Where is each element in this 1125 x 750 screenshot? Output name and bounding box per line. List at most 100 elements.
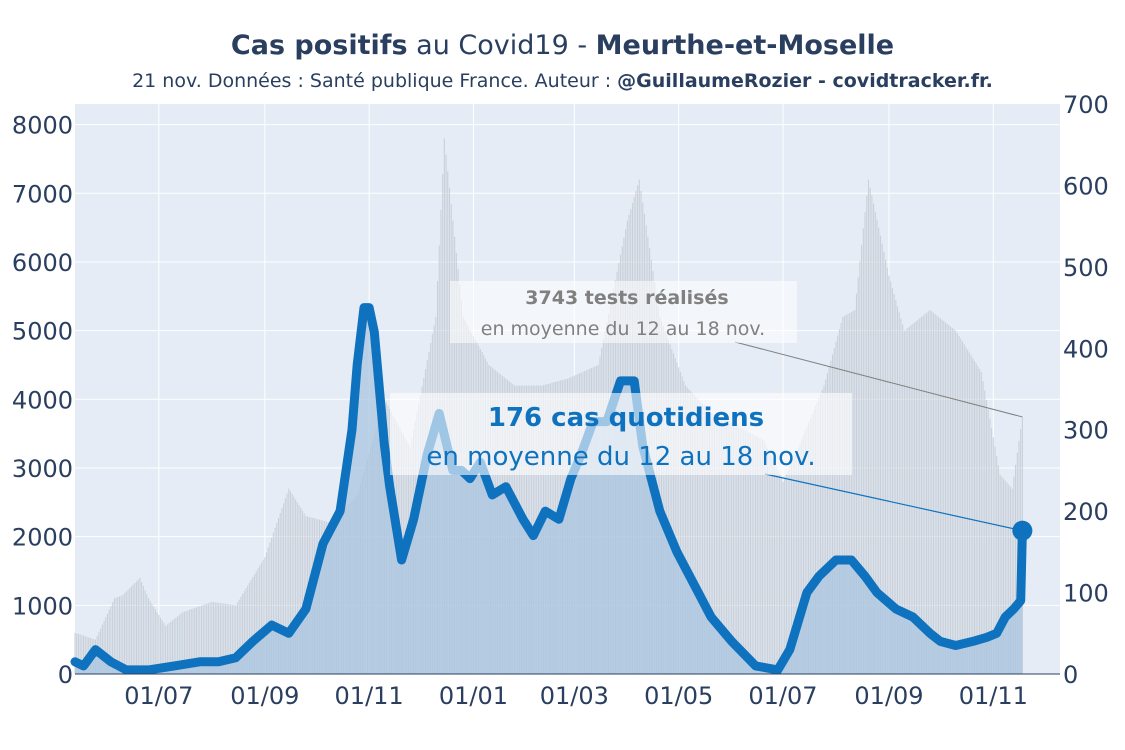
tests-bar <box>895 300 897 674</box>
tests-bar <box>907 327 909 674</box>
tests-annotation-period: en moyenne du 12 au 18 nov. <box>481 318 765 340</box>
chart-title: Cas positifs au Covid19 - Meurthe-et-Mos… <box>0 30 1125 61</box>
tests-bar <box>732 424 734 674</box>
tests-bar <box>260 562 262 674</box>
tests-bar <box>828 366 830 674</box>
tests-bar <box>849 312 851 674</box>
tests-bar <box>147 598 150 674</box>
tests-bar <box>173 619 175 674</box>
tests-bar <box>134 583 136 674</box>
tests-bar <box>177 616 179 674</box>
tests-bar <box>712 413 714 674</box>
tests-bar <box>866 195 868 674</box>
tests-bar <box>118 596 121 674</box>
tests-bar <box>209 602 211 674</box>
tests-bar <box>943 321 945 674</box>
tests-bar <box>182 612 184 674</box>
y-right-tick-label: 600 <box>1063 172 1109 200</box>
tests-bar <box>192 608 194 674</box>
tests-bar <box>168 623 170 674</box>
tests-bar <box>678 367 680 674</box>
tests-bar <box>281 508 283 674</box>
tests-bar <box>710 413 712 674</box>
tests-bar <box>838 329 840 674</box>
tests-bar <box>1003 478 1005 674</box>
tests-annotation-box <box>450 281 797 343</box>
tests-bar <box>797 447 799 674</box>
tests-bar <box>1013 476 1015 674</box>
tests-bar <box>175 617 177 674</box>
tests-bar <box>702 403 704 674</box>
tests-bar <box>298 505 300 674</box>
tests-bar <box>265 552 268 674</box>
tests-bar <box>683 380 685 674</box>
tests-bar <box>700 402 702 674</box>
tests-bar <box>194 607 196 674</box>
tests-bar <box>867 179 870 674</box>
tests-bar <box>953 329 955 674</box>
tests-bar <box>784 477 786 674</box>
x-tick-label: 01/07 <box>124 682 193 710</box>
y-left-tick-label: 1000 <box>12 592 73 620</box>
tests-bar <box>1014 464 1017 674</box>
tests-bar <box>890 281 892 674</box>
tests-bar <box>301 510 303 674</box>
tests-bar <box>124 593 126 674</box>
tests-bar <box>859 261 861 674</box>
tests-bar <box>915 321 917 674</box>
tests-bar <box>252 577 254 674</box>
tests-bar <box>820 393 822 674</box>
tests-bar <box>944 322 946 674</box>
tests-bar <box>221 603 223 674</box>
tests-bar <box>707 409 709 674</box>
tests-bar <box>693 394 695 674</box>
chart-subtitle: 21 nov. Données : Santé publique France.… <box>0 70 1125 92</box>
tests-bar <box>927 311 929 674</box>
tests-bar <box>106 613 109 674</box>
tests-bar <box>717 416 719 674</box>
tests-bar <box>823 385 825 674</box>
tests-bar <box>1004 480 1006 674</box>
tests-bar <box>254 574 256 674</box>
x-tick-label: 01/07 <box>748 682 817 710</box>
tests-bar <box>286 493 288 674</box>
tests-bar <box>274 527 276 674</box>
tests-bar <box>79 634 81 674</box>
tests-bar <box>941 319 943 674</box>
tests-bar <box>216 602 218 674</box>
tests-bar <box>163 623 165 674</box>
tests-bar <box>948 325 950 674</box>
tests-bar <box>117 597 119 674</box>
tests-bar <box>708 411 710 674</box>
tests-bar <box>893 294 895 674</box>
tests-bar <box>141 581 143 674</box>
tests-bar <box>736 425 738 674</box>
tests-bar <box>835 341 837 674</box>
tests-bar <box>847 313 849 674</box>
tests-bar <box>199 606 201 674</box>
axes: 0 1000 2000 3000 4000 5000 6000 7000 8000 0 100 200… <box>12 91 1109 710</box>
tests-bar <box>741 428 743 674</box>
tests-bar <box>679 371 681 674</box>
tests-bar <box>818 397 820 674</box>
tests-bar <box>705 407 707 674</box>
tests-bar <box>293 496 295 674</box>
title-part-3: Meurthe-et-Moselle <box>595 30 895 61</box>
tests-bar <box>789 466 791 674</box>
tests-bar <box>719 417 721 674</box>
tests-bar <box>816 402 818 674</box>
tests-bar <box>931 311 933 674</box>
tests-bar <box>142 586 144 674</box>
tests-bar <box>226 604 228 674</box>
y-left-tick-label: 3000 <box>12 455 73 483</box>
tests-bar <box>992 437 994 674</box>
tests-bar <box>903 330 905 674</box>
tests-bar <box>825 379 827 674</box>
tests-bar <box>806 426 808 674</box>
tests-bar <box>242 594 244 674</box>
tests-bar <box>837 335 839 674</box>
y-left-tick-label: 5000 <box>12 318 73 346</box>
tests-bar <box>103 620 105 674</box>
tests-bar <box>905 329 907 674</box>
x-tick-label: 01/11 <box>335 682 404 710</box>
